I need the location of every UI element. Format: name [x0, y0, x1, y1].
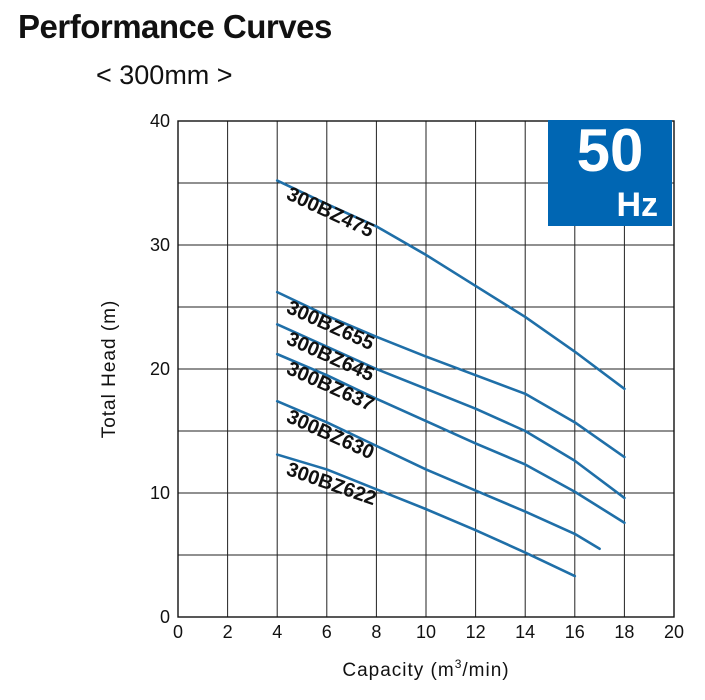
- x-tick-label: 6: [322, 622, 332, 642]
- series-line-300bz655: [275, 290, 626, 459]
- frequency-value: 50: [576, 117, 644, 184]
- series-line-300bz475: [275, 179, 626, 391]
- series-labels: 300BZ475300BZ655300BZ645300BZ637300BZ630…: [283, 183, 379, 510]
- y-axis-label: Total Head (m): [99, 300, 120, 439]
- y-tick-label: 0: [160, 607, 170, 627]
- x-tick-label: 18: [614, 622, 634, 642]
- frequency-badge: 50 Hz: [548, 117, 672, 226]
- y-tick-label: 20: [150, 359, 170, 379]
- tick-labels: 0 2 4 6 8 10 12 14 16 18 20 0 10 20 30 40: [150, 111, 684, 642]
- x-tick-label: 16: [565, 622, 585, 642]
- y-tick-label: 40: [150, 111, 170, 131]
- x-tick-label: 14: [515, 622, 535, 642]
- x-tick-label: 10: [416, 622, 436, 642]
- series-label-300bz475: 300BZ475: [283, 183, 377, 242]
- plot-frame: [177, 120, 675, 618]
- y-tick-label: 30: [150, 235, 170, 255]
- x-tick-label: 8: [371, 622, 381, 642]
- x-tick-label: 2: [223, 622, 233, 642]
- chart-title: Performance Curves: [18, 8, 332, 45]
- series-line-300bz622: [275, 453, 577, 578]
- y-tick-label: 10: [150, 483, 170, 503]
- chart-subtitle: < 300mm >: [96, 60, 233, 90]
- x-tick-label: 0: [173, 622, 183, 642]
- series-lines: [275, 179, 626, 578]
- series-label-300bz622: 300BZ622: [284, 459, 379, 511]
- x-tick-label: 20: [664, 622, 684, 642]
- series-line-300bz630: [275, 399, 601, 551]
- frequency-unit: Hz: [616, 186, 658, 224]
- series-line-300bz637: [275, 352, 626, 525]
- series-line-300bz645: [275, 323, 626, 500]
- x-tick-label: 12: [466, 622, 486, 642]
- x-axis-label: Capacity (m3/min): [342, 657, 509, 681]
- series-label-300bz630: 300BZ630: [283, 406, 377, 464]
- x-tick-label: 4: [272, 622, 282, 642]
